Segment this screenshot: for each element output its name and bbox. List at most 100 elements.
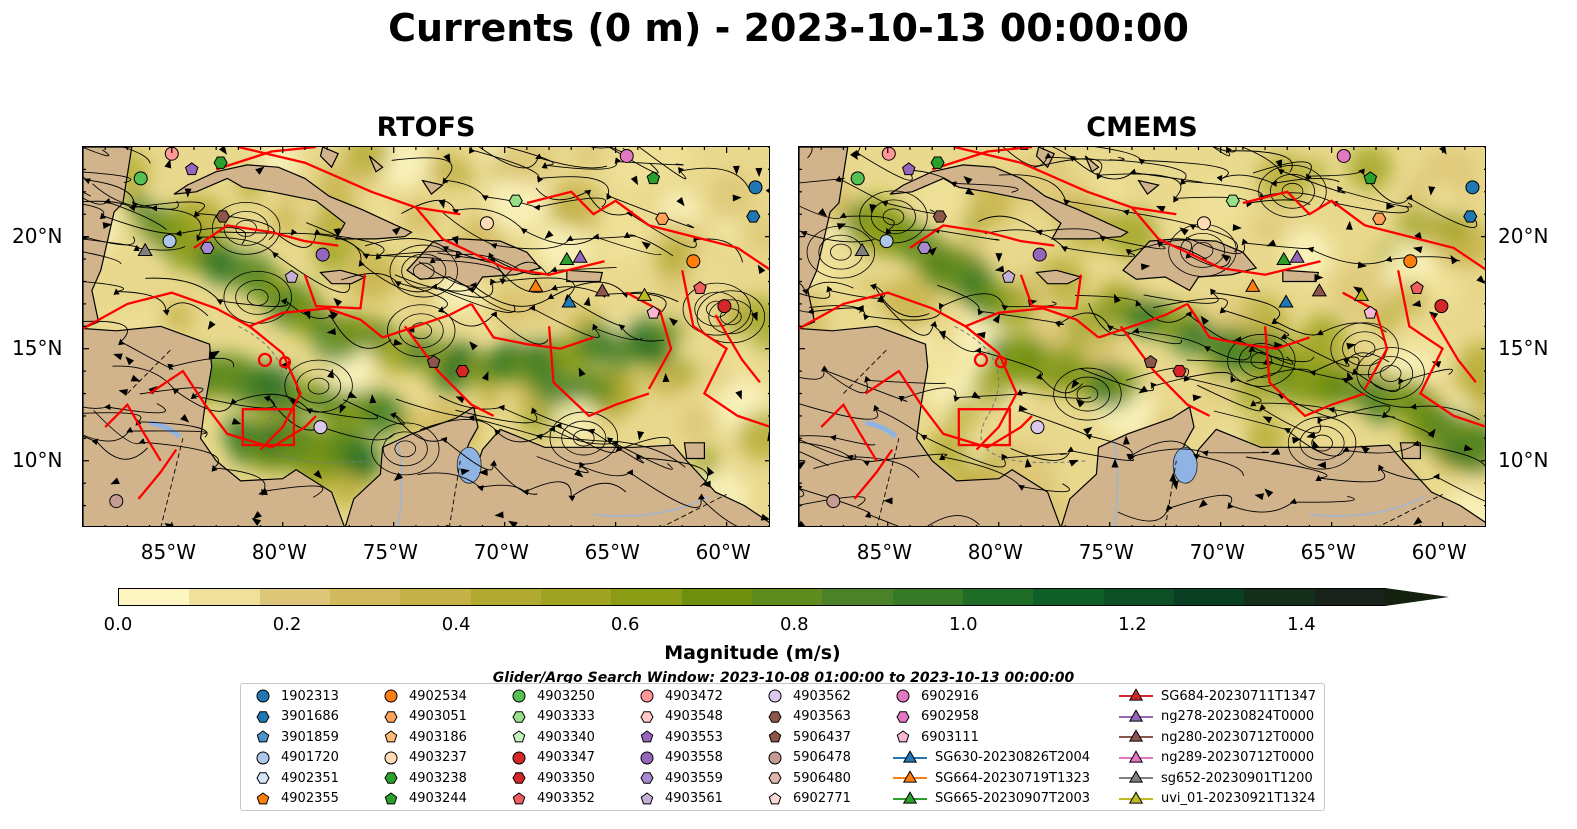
- colorbar-tick-label: 1.4: [1287, 614, 1316, 635]
- flow-arrow: [995, 253, 1003, 263]
- legend-marker: [640, 791, 654, 804]
- streamline: [83, 347, 166, 414]
- flow-arrow: [976, 331, 986, 339]
- eez-boundary: [104, 402, 162, 462]
- colorbar-segment: [822, 589, 893, 605]
- legend-marker-icon: [256, 730, 270, 743]
- legend-marker-icon: [768, 689, 782, 703]
- legend-item: 6903111: [893, 727, 979, 747]
- legend-item: 6902771: [765, 789, 851, 809]
- platform-4903561: [284, 269, 299, 283]
- streamline: [469, 147, 694, 229]
- eez-boundary: [1342, 291, 1389, 390]
- streamline: [536, 456, 769, 526]
- legend-marker: [768, 791, 782, 804]
- flow-arrow: [1264, 488, 1274, 498]
- streamline: [1074, 294, 1294, 365]
- flow-arrow: [113, 353, 123, 361]
- map-panel-rtofs[interactable]: [82, 146, 770, 527]
- legend-marker-icon: [768, 772, 782, 784]
- flow-arrow: [1274, 341, 1284, 349]
- platform-markers: [826, 147, 1480, 509]
- eez-boundary: [1242, 190, 1366, 227]
- legend-label: ng289-20230712T0000: [1161, 750, 1315, 765]
- colorbar-label: Magnitude (m/s): [664, 642, 841, 664]
- flow-arrow: [327, 368, 334, 379]
- legend-item: 4903250: [509, 686, 595, 706]
- eez-ring: [973, 352, 989, 368]
- colorbar-tick-label: 0.2: [272, 614, 302, 635]
- eddy-contour: [412, 262, 435, 280]
- legend-marker-icon: [256, 689, 270, 703]
- flow-arrow: [252, 510, 262, 520]
- eez-boundary: [526, 190, 650, 227]
- legend-marker-icon: [768, 710, 782, 723]
- legend-marker: [384, 710, 398, 723]
- legend-label: 4903347: [537, 750, 595, 765]
- flow-arrow: [869, 204, 877, 214]
- eez-boundary: [820, 402, 878, 462]
- eddy-contour: [1311, 434, 1333, 452]
- flow-arrow: [757, 264, 766, 275]
- platform-markers: [109, 147, 763, 509]
- flow-arrow: [1140, 263, 1151, 271]
- legend-item: SG664-20230719T1323: [893, 768, 1090, 788]
- eddy-contour: [389, 244, 458, 298]
- flow-arrow: [210, 350, 220, 359]
- streamline: [880, 298, 1083, 394]
- legend-marker: [1128, 790, 1144, 804]
- flow-arrow: [732, 194, 742, 202]
- streamline: [1135, 147, 1293, 173]
- eddy-contour: [1330, 322, 1399, 376]
- legend-label: 4903558: [665, 750, 723, 765]
- platform-4903559: [917, 241, 932, 254]
- legend-marker-icon: [1119, 749, 1153, 763]
- flow-arrow: [313, 469, 323, 479]
- flow-arrow: [455, 396, 466, 404]
- eez-boundary: [648, 224, 769, 271]
- frame-ticks: [799, 147, 1485, 526]
- legend-label: 4903563: [793, 709, 851, 724]
- flow-arrow: [994, 265, 1005, 273]
- panel-title-cmems: CMEMS: [1086, 112, 1198, 143]
- flow-arrow: [1071, 379, 1080, 389]
- platform-ng278: [572, 249, 588, 263]
- legend-marker: [640, 730, 654, 743]
- eez-boundary: [215, 147, 317, 171]
- legend-item: 5906480: [765, 768, 851, 788]
- legend-marker-icon: [893, 770, 927, 783]
- legend-label: SG665-20230907T2003: [935, 791, 1091, 806]
- eddy-contour: [1287, 416, 1357, 470]
- eez-boundary: [382, 302, 472, 339]
- legend-label: ng280-20230712T0000: [1161, 729, 1315, 745]
- platform-sg652: [137, 242, 153, 256]
- flow-arrow: [574, 469, 584, 478]
- eez-boundary: [415, 206, 605, 276]
- legend-item: ng278-20230824T0000: [1119, 707, 1314, 727]
- platform-4901720: [879, 234, 894, 249]
- legend-label: 4903553: [665, 729, 723, 745]
- legend-item: 4903340: [509, 727, 595, 747]
- eez-ring: [257, 352, 273, 368]
- colorbar-tick-label: 0.8: [779, 614, 809, 635]
- platform-4903558: [1032, 247, 1047, 262]
- map-panel-cmems[interactable]: [798, 146, 1486, 527]
- flow-arrow: [251, 518, 262, 526]
- legend-marker-icon: [512, 710, 526, 723]
- legend-marker-icon: [384, 772, 398, 784]
- platform-sg630: [561, 294, 577, 308]
- flow-arrow: [83, 234, 89, 242]
- flow-arrows: [799, 147, 1485, 526]
- legend-item: ng289-20230712T0000: [1119, 748, 1314, 768]
- platform-sg665: [559, 251, 575, 265]
- platform-4903347: [1434, 299, 1449, 314]
- flow-arrow: [255, 166, 265, 175]
- flow-arrow: [701, 480, 711, 488]
- flow-arrow: [836, 223, 847, 230]
- eez-boundary: [681, 270, 769, 428]
- flow-arrow: [1266, 239, 1277, 247]
- legend-marker-icon: [512, 730, 526, 743]
- flow-arrow: [1386, 202, 1396, 210]
- eddy-contour: [1227, 334, 1296, 387]
- eez-boundary: [1430, 314, 1477, 384]
